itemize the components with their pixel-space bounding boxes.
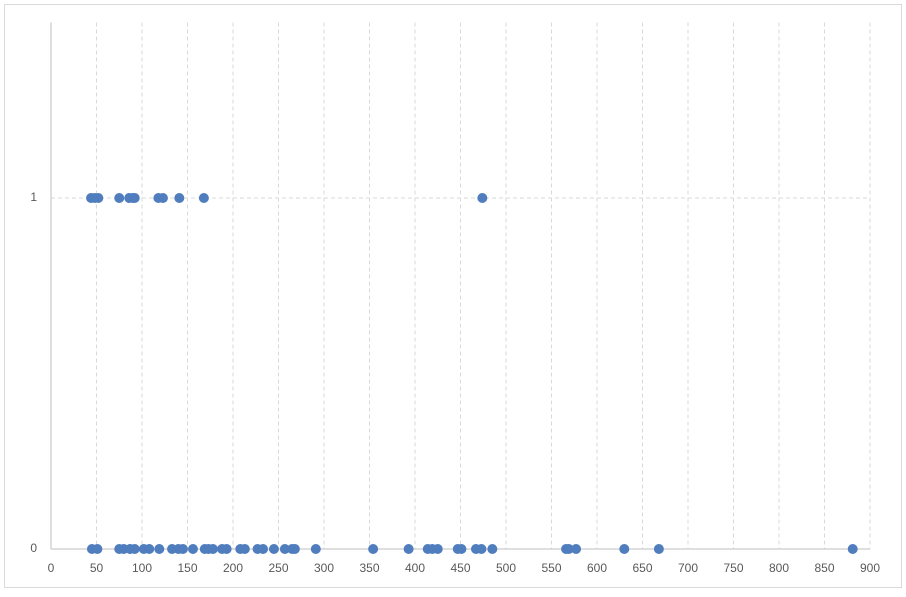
y-tick-label: 1	[30, 190, 37, 204]
x-tick-label: 100	[132, 561, 152, 575]
point	[403, 544, 414, 554]
point	[221, 544, 232, 554]
point	[258, 544, 269, 554]
x-tick-label: 800	[769, 561, 789, 575]
x-tick-label: 550	[541, 561, 561, 575]
point	[239, 544, 250, 554]
x-tick-label: 700	[678, 561, 698, 575]
point	[477, 193, 488, 203]
point	[157, 193, 168, 203]
point	[129, 193, 140, 203]
point	[177, 544, 188, 554]
point	[144, 544, 155, 554]
x-tick-label: 850	[814, 561, 834, 575]
x-tick-label: 400	[405, 561, 425, 575]
chart-frame	[4, 4, 902, 588]
point	[93, 193, 104, 203]
x-tick-label: 50	[90, 561, 104, 575]
point	[279, 544, 290, 554]
point	[310, 544, 321, 554]
point	[187, 544, 198, 554]
x-tick-label: 600	[587, 561, 607, 575]
point	[368, 544, 379, 554]
x-tick-label: 300	[314, 561, 334, 575]
x-tick-label: 350	[359, 561, 379, 575]
point	[92, 544, 103, 554]
x-tick-label: 900	[860, 561, 880, 575]
y-tick-label: 0	[30, 541, 37, 555]
point	[268, 544, 279, 554]
point	[207, 544, 218, 554]
point	[487, 544, 498, 554]
point	[476, 544, 487, 554]
x-tick-label: 750	[723, 561, 743, 575]
point	[432, 544, 443, 554]
point	[847, 544, 858, 554]
point	[198, 193, 209, 203]
point	[114, 193, 125, 203]
x-tick-label: 500	[496, 561, 516, 575]
x-tick-label: 250	[268, 561, 288, 575]
point	[456, 544, 467, 554]
point	[563, 544, 574, 554]
x-tick-label: 200	[223, 561, 243, 575]
point	[174, 193, 185, 203]
point	[653, 544, 664, 554]
point	[289, 544, 300, 554]
x-tick-label: 0	[48, 561, 55, 575]
point	[154, 544, 165, 554]
point	[619, 544, 630, 554]
x-tick-label: 450	[450, 561, 470, 575]
x-tick-label: 650	[632, 561, 652, 575]
point	[129, 544, 140, 554]
x-tick-label: 150	[177, 561, 197, 575]
point	[571, 544, 582, 554]
